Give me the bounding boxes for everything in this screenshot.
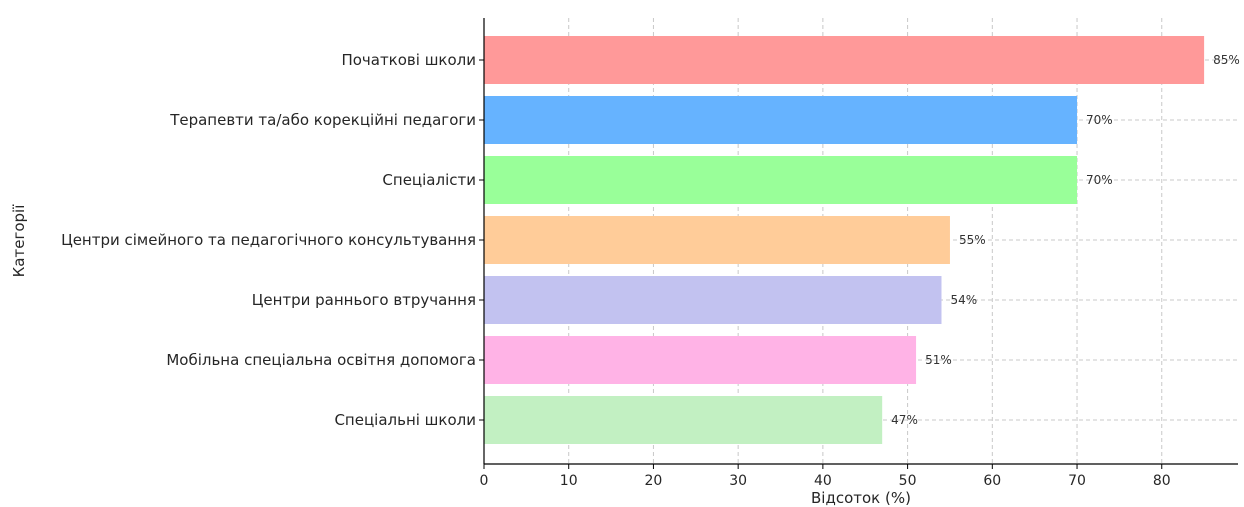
y-tick-label: Терапевти та/або корекційні педагоги <box>169 111 476 129</box>
bar <box>484 276 942 324</box>
x-tick-label: 10 <box>560 473 578 489</box>
y-tick-label: Мобільна спеціальна освітня допомога <box>166 351 476 369</box>
bar-value-label: 54% <box>950 293 977 307</box>
y-axis-title: Категорії <box>10 204 28 278</box>
bar <box>484 96 1078 144</box>
x-tick-label: 30 <box>729 473 747 489</box>
y-tick-label: Центри сімейного та педагогічного консул… <box>61 231 476 249</box>
bar <box>484 336 917 384</box>
x-axis-title: Відсоток (%) <box>811 489 911 507</box>
bar-value-label: 51% <box>925 353 952 367</box>
x-tick-label: 70 <box>1068 473 1086 489</box>
x-tick-label: 80 <box>1153 473 1171 489</box>
bar-value-label: 55% <box>959 233 986 247</box>
bar <box>484 396 883 444</box>
labels: 0 10 20 30 40 50 60 70 80 85% Початкові школи 70% Те… <box>61 51 1240 489</box>
bar-value-label: 47% <box>891 413 918 427</box>
grid-lines <box>484 18 1238 464</box>
y-tick-label: Спеціальні школи <box>334 411 476 429</box>
bar-value-label: 70% <box>1086 173 1113 187</box>
bar-value-label: 70% <box>1086 113 1113 127</box>
x-tick-label: 50 <box>899 473 917 489</box>
bars <box>484 36 1205 444</box>
x-tick-label: 20 <box>645 473 663 489</box>
bar <box>484 36 1205 84</box>
bar <box>484 156 1078 204</box>
y-tick-label: Центри раннього втручання <box>252 291 476 309</box>
bar <box>484 216 950 264</box>
bar-value-label: 85% <box>1213 53 1240 67</box>
x-tick-label: 0 <box>480 473 489 489</box>
y-tick-label: Спеціалісти <box>382 171 476 189</box>
y-tick-label: Початкові школи <box>341 51 476 69</box>
axes <box>479 18 1238 469</box>
x-tick-label: 60 <box>983 473 1001 489</box>
x-tick-label: 40 <box>814 473 832 489</box>
